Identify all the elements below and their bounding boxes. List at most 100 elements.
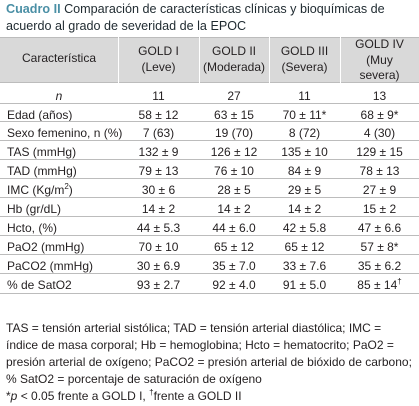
row-label: % de SatO2 bbox=[7, 278, 72, 292]
cell-value: 93 ± 2.7 bbox=[136, 278, 181, 292]
cell-value: 27 bbox=[227, 89, 241, 103]
sig-text2: frente a GOLD II bbox=[153, 389, 242, 403]
caption-label: Cuadro II bbox=[6, 2, 61, 16]
table-cell: 30 ± 6.9 bbox=[118, 259, 199, 273]
table-cell: 68 ± 9* bbox=[340, 108, 419, 122]
row-label-text: n bbox=[55, 89, 63, 103]
row-label-text: IMC (Kg/m bbox=[7, 183, 65, 197]
cell-value: 63 ± 15 bbox=[214, 108, 254, 122]
table-cell: 135 ± 10 bbox=[269, 145, 340, 159]
row-label: TAS (mmHg) bbox=[7, 145, 76, 159]
row-label: n bbox=[0, 89, 118, 103]
cell-value-sup: † bbox=[397, 277, 402, 286]
header-gold-4-line2: (Muy bbox=[366, 52, 393, 67]
row-label: Hcto, (%) bbox=[7, 221, 57, 235]
row-label-text: PaCO2 (mmHg) bbox=[7, 259, 94, 273]
cell-value: 27 ± 9 bbox=[362, 183, 397, 197]
column-divider bbox=[199, 37, 200, 302]
table-header-rule bbox=[0, 82, 419, 83]
cell-value: 47 ± 6.6 bbox=[357, 221, 402, 235]
table-cell: 11 bbox=[118, 89, 199, 103]
table-notes: TAS = tensión arterial sistólica; TAD = … bbox=[6, 320, 416, 405]
table-cell: 8 (72) bbox=[269, 126, 340, 140]
table-cell: 29 ± 5 bbox=[269, 183, 340, 197]
row-separator bbox=[0, 140, 419, 141]
table-cell: 35 ± 6.2 bbox=[340, 259, 419, 273]
table-cell: 76 ± 10 bbox=[199, 164, 269, 178]
header-gold-1-line1: GOLD I bbox=[138, 44, 179, 58]
row-label-text: PaO2 (mmHg) bbox=[7, 240, 85, 254]
row-label: PaO2 (mmHg) bbox=[7, 240, 84, 254]
cell-value: 14 ± 2 bbox=[217, 202, 251, 216]
table-cell: 33 ± 7.6 bbox=[269, 259, 340, 273]
row-label: Edad (años) bbox=[7, 108, 72, 122]
table-cell: 19 (70) bbox=[199, 126, 269, 140]
row-label-text: Hb (gr/dL) bbox=[7, 202, 62, 216]
sig-text: < 0.05 frente a GOLD I, bbox=[17, 389, 150, 403]
table-cell: 28 ± 5 bbox=[199, 183, 269, 197]
row-label: Sexo femenino, n (%) bbox=[7, 126, 122, 140]
cell-value: 132 ± 9 bbox=[138, 145, 179, 159]
table-cell: 70 ± 10 bbox=[118, 240, 199, 254]
table-cell: 14 ± 2 bbox=[199, 202, 269, 216]
cell-value: 129 ± 15 bbox=[356, 145, 403, 159]
cell-value: 85 ± 14 bbox=[357, 278, 398, 292]
header-gold-2-line1: GOLD II bbox=[211, 44, 256, 58]
row-label-text: % de SatO2 bbox=[7, 278, 72, 292]
cell-value: 14 ± 2 bbox=[287, 202, 322, 216]
cell-value: 35 ± 6.2 bbox=[357, 259, 402, 273]
header-gold-4: GOLD IV (Muy severa) bbox=[340, 37, 419, 84]
table-cell: 65 ± 12 bbox=[269, 240, 340, 254]
abbreviations-note: TAS = tensión arterial sistólica; TAD = … bbox=[6, 321, 412, 386]
row-label-text: TAS (mmHg) bbox=[7, 145, 77, 159]
row-separator bbox=[0, 103, 419, 104]
cell-value: 11 bbox=[152, 89, 165, 103]
row-separator bbox=[0, 121, 419, 122]
row-label-text: Hcto, (%) bbox=[7, 221, 58, 235]
cell-value: 29 ± 5 bbox=[287, 183, 322, 197]
column-divider bbox=[269, 37, 270, 302]
cell-value: 13 bbox=[372, 89, 387, 103]
table-cell: 78 ± 13 bbox=[340, 164, 419, 178]
header-gold-3: GOLD III (Severa) bbox=[269, 44, 340, 75]
table-cell: 27 ± 9 bbox=[340, 183, 419, 197]
cell-value: 15 ± 2 bbox=[362, 202, 397, 216]
table-cell: 84 ± 9 bbox=[269, 164, 340, 178]
row-separator bbox=[0, 273, 419, 274]
table-cell: 132 ± 9 bbox=[118, 145, 199, 159]
row-label: PaCO2 (mmHg) bbox=[7, 259, 93, 273]
cell-value: 7 (63) bbox=[142, 126, 175, 140]
row-label-text: Sexo femenino, n (%) bbox=[7, 126, 123, 140]
cell-value: 92 ± 4.0 bbox=[212, 278, 256, 292]
cell-value: 30 ± 6.9 bbox=[136, 259, 181, 273]
table-cell: 44 ± 5.3 bbox=[118, 221, 199, 235]
table-cell: 15 ± 2 bbox=[340, 202, 419, 216]
table-cell: 13 bbox=[340, 89, 419, 103]
row-separator bbox=[0, 216, 419, 217]
row-separator bbox=[0, 178, 419, 179]
header-gold-2: GOLD II (Moderada) bbox=[199, 44, 269, 75]
table-top-rule bbox=[0, 37, 419, 38]
table-caption: Cuadro II Comparación de características… bbox=[6, 1, 416, 35]
table-cell: 4 (30) bbox=[340, 126, 419, 140]
row-label-text: TAD (mmHg) bbox=[7, 164, 77, 178]
cell-value: 44 ± 6.0 bbox=[212, 221, 256, 235]
cell-value: 57 ± 8* bbox=[360, 240, 399, 254]
cell-value: 126 ± 12 bbox=[210, 145, 258, 159]
cell-value: 14 ± 2 bbox=[141, 202, 176, 216]
cell-value: 19 (70) bbox=[214, 126, 254, 140]
table-cell: 47 ± 6.6 bbox=[340, 221, 419, 235]
row-label-text: Edad (años) bbox=[7, 108, 73, 122]
sig-p: p bbox=[10, 389, 18, 403]
table-cell: 30 ± 6 bbox=[118, 183, 199, 197]
cell-value: 79 ± 13 bbox=[138, 164, 179, 178]
cell-value: 33 ± 7.6 bbox=[282, 259, 327, 273]
table-cell: 91 ± 5.0 bbox=[269, 278, 340, 292]
table-cell: 65 ± 12 bbox=[199, 240, 269, 254]
header-gold-3-line2: (Severa) bbox=[281, 59, 328, 74]
cell-value: 135 ± 10 bbox=[281, 145, 328, 159]
table-cell: 92 ± 4.0 bbox=[199, 278, 269, 292]
row-separator bbox=[0, 159, 419, 160]
table-cell: 79 ± 13 bbox=[118, 164, 199, 178]
row-separator bbox=[0, 197, 419, 198]
